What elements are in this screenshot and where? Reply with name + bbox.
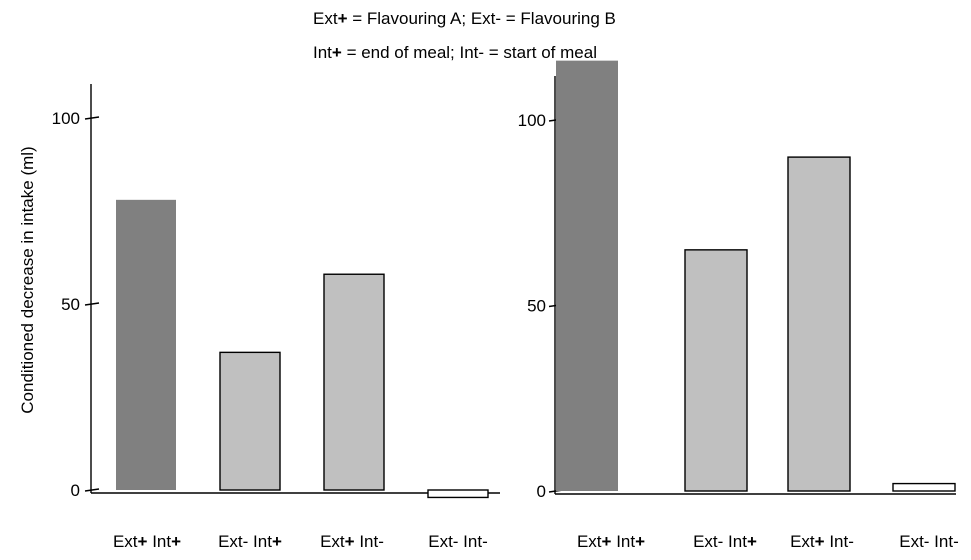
legend-line-1: Ext+ = Flavouring A; Ext- = Flavouring B [313,9,616,28]
y-tick-label-0: 0 [537,482,546,501]
y-tick-0 [84,488,100,492]
y-tick-label-50: 50 [527,297,546,316]
bar-2-4 [892,482,956,492]
category-label-2-3: Ext+ Int- [790,532,854,551]
bar-2-2 [684,249,748,492]
category-label-2-4: Ext- Int- [899,532,959,551]
category-label-1-2: Ext- Int+ [218,532,282,551]
y-tick-label-100: 100 [518,111,546,130]
legend-line-2: Int+ = end of meal; Int- = start of meal [313,43,597,62]
bar-2-1 [556,60,618,491]
y-tick-label-100: 100 [52,109,80,128]
bar-2-3 [787,156,851,492]
bar-1-4 [427,489,489,499]
bar-1-1 [116,199,176,490]
category-label-1-1: Ext+ Int+ [113,532,181,551]
bar-1-2 [219,351,281,491]
category-label-2-2: Ext- Int+ [693,532,757,551]
y-tick-50 [84,302,100,306]
category-label-1-4: Ext- Int- [428,532,488,551]
y-tick-label-50: 50 [61,295,80,314]
bar-1-3 [323,273,385,491]
y-tick-100 [84,116,100,120]
y-tick-label-0: 0 [71,481,80,500]
category-label-1-3: Ext+ Int- [320,532,384,551]
category-label-2-1: Ext+ Int+ [577,532,645,551]
